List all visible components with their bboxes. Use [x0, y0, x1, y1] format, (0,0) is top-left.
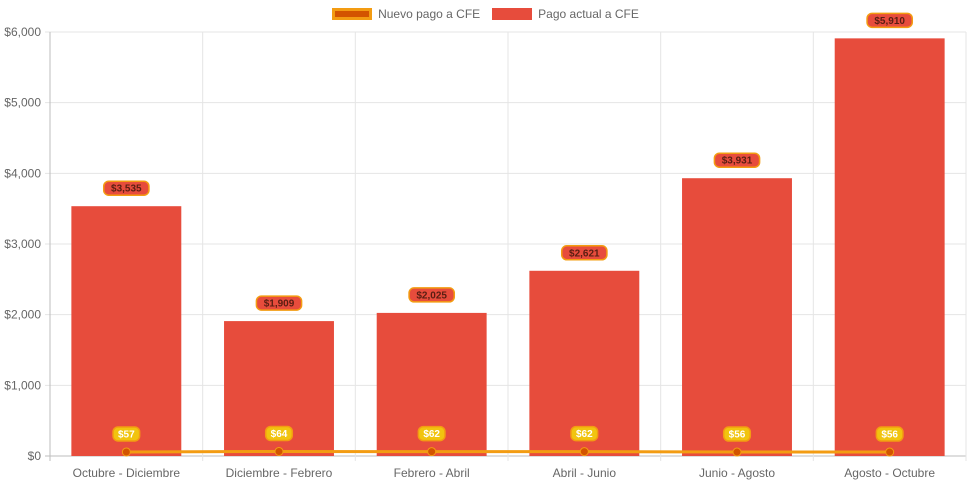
bar-4[interactable]: [529, 270, 640, 456]
line-point-6[interactable]: [885, 447, 895, 457]
line-data-label-box: [112, 426, 141, 442]
bar-data-label-box: [866, 12, 914, 29]
bar-6[interactable]: [834, 38, 945, 457]
line-data-label: $57: [118, 429, 135, 440]
bar-data-label-box: [102, 180, 150, 196]
chart-legend: Nuevo pago a CFE Pago actual a CFE: [0, 7, 971, 21]
x-tick-label: Febrero - Abril: [394, 466, 470, 480]
bar-data-label-box: [560, 245, 608, 261]
x-tick-label: Abril - Junio: [553, 466, 617, 480]
legend-swatch-bar: [492, 8, 533, 20]
bar-5[interactable]: [682, 178, 792, 456]
line-data-label-box: [875, 426, 904, 442]
bar-data-label: $3,535: [111, 184, 142, 195]
y-tick-label: $1,000: [4, 378, 41, 392]
line-point-4[interactable]: [579, 447, 589, 457]
line-point-3[interactable]: [427, 447, 437, 457]
bar-data-label: $3,931: [722, 156, 753, 167]
y-tick-label: $5,000: [4, 96, 41, 110]
line-data-label: $56: [729, 430, 746, 441]
bar-data-label: $2,025: [416, 290, 447, 301]
line-point-1[interactable]: [121, 447, 131, 457]
line-data-label: $56: [881, 430, 898, 441]
legend-item-pago-actual[interactable]: Pago actual a CFE: [492, 7, 639, 21]
line-data-label-box: [722, 426, 752, 442]
legend-label-pago-actual: Pago actual a CFE: [538, 7, 639, 21]
y-tick-label: $2,000: [4, 308, 41, 322]
legend-label-nuevo-pago: Nuevo pago a CFE: [378, 7, 481, 21]
legend-swatch-line: [332, 8, 373, 20]
line-data-label-box: [417, 425, 446, 442]
y-tick-label: $3,000: [4, 237, 41, 251]
x-tick-label: Agosto - Octubre: [844, 466, 935, 480]
bar-data-label-box: [255, 295, 303, 311]
y-tick-label: $6,000: [4, 25, 41, 39]
line-data-label: $62: [576, 429, 593, 440]
line-data-label-box: [570, 425, 599, 442]
bar-data-label-box: [408, 287, 456, 303]
y-tick-label: $4,000: [4, 166, 41, 180]
line-point-2[interactable]: [274, 446, 284, 456]
line-data-label-box: [264, 425, 294, 442]
bar-data-label-box: [713, 152, 761, 168]
bar-data-label: $1,909: [264, 299, 295, 310]
line-data-label: $62: [423, 429, 440, 440]
x-tick-label: Junio - Agosto: [699, 466, 775, 480]
y-tick-label: $0: [28, 449, 42, 463]
nuevo-pago-line: [126, 449, 890, 454]
line-point-5[interactable]: [732, 447, 742, 457]
x-tick-label: Octubre - Diciembre: [73, 466, 181, 480]
bar-data-label: $5,910: [874, 16, 905, 27]
bar-1[interactable]: [71, 206, 182, 456]
legend-item-nuevo-pago[interactable]: Nuevo pago a CFE: [332, 7, 480, 21]
x-tick-label: Diciembre - Febrero: [226, 466, 333, 480]
line-data-label: $64: [271, 429, 288, 440]
bar-data-label: $2,621: [569, 248, 600, 259]
